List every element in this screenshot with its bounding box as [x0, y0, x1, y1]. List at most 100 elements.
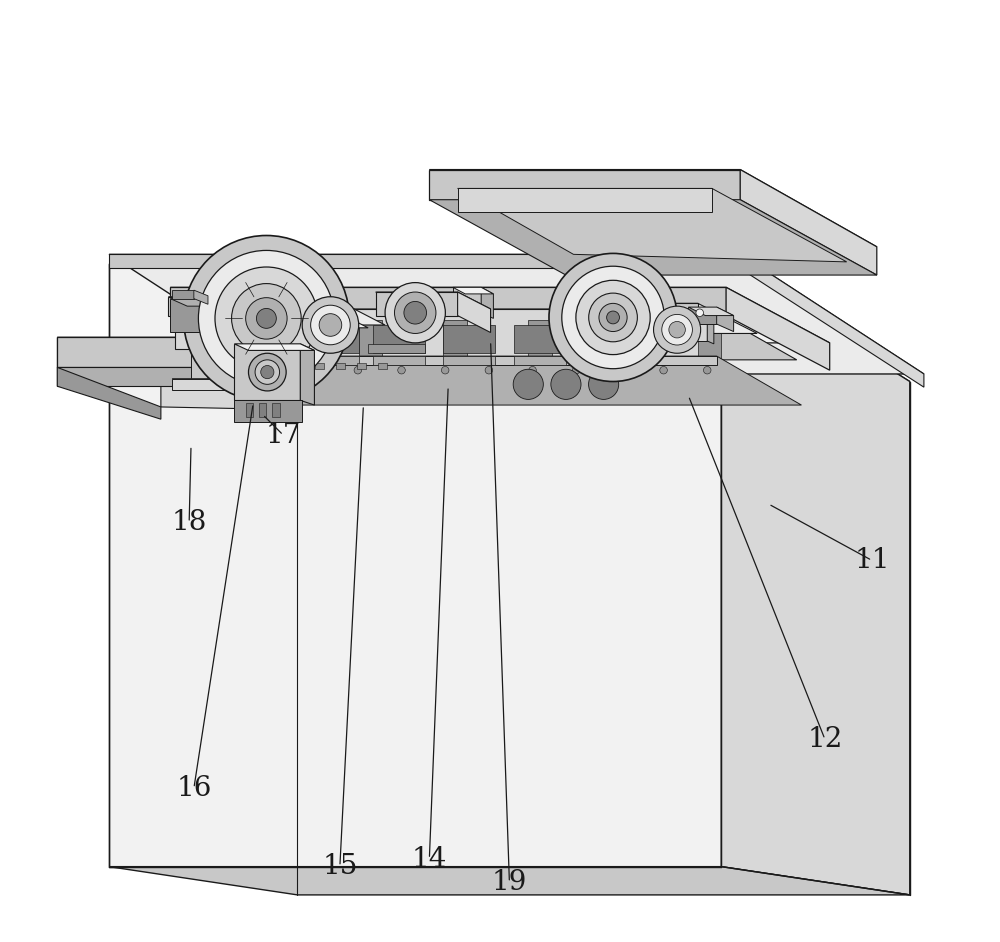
Polygon shape [443, 325, 495, 353]
Circle shape [310, 366, 318, 374]
Polygon shape [259, 403, 266, 417]
Polygon shape [201, 320, 206, 336]
Polygon shape [57, 367, 194, 386]
Polygon shape [698, 320, 721, 365]
Polygon shape [109, 264, 721, 867]
Polygon shape [688, 307, 734, 316]
Polygon shape [109, 264, 910, 382]
Polygon shape [246, 403, 253, 417]
Circle shape [183, 236, 349, 401]
Polygon shape [170, 299, 219, 306]
Circle shape [549, 253, 677, 382]
Polygon shape [273, 363, 283, 369]
Polygon shape [172, 379, 240, 385]
Polygon shape [717, 307, 734, 332]
Polygon shape [368, 344, 425, 353]
Polygon shape [376, 292, 458, 316]
Polygon shape [168, 297, 330, 316]
Polygon shape [376, 292, 491, 309]
Polygon shape [453, 287, 493, 294]
Circle shape [223, 366, 231, 374]
Circle shape [248, 353, 286, 391]
Text: 17: 17 [266, 422, 301, 448]
Circle shape [662, 315, 692, 345]
Polygon shape [191, 339, 208, 382]
Polygon shape [208, 356, 717, 365]
Circle shape [562, 267, 664, 368]
Polygon shape [453, 287, 481, 313]
Polygon shape [357, 363, 366, 369]
Polygon shape [170, 287, 830, 343]
Polygon shape [172, 290, 194, 299]
Text: 12: 12 [807, 726, 843, 753]
Circle shape [215, 267, 318, 370]
Polygon shape [184, 320, 201, 334]
Circle shape [589, 369, 619, 399]
Circle shape [354, 366, 362, 374]
Polygon shape [300, 344, 314, 405]
Circle shape [441, 366, 449, 374]
Circle shape [576, 281, 650, 354]
Polygon shape [613, 320, 637, 365]
Polygon shape [481, 287, 493, 318]
Circle shape [267, 366, 274, 374]
Circle shape [404, 301, 427, 324]
Circle shape [607, 311, 619, 324]
Circle shape [513, 369, 543, 399]
Text: 19: 19 [492, 869, 527, 896]
Circle shape [599, 303, 627, 332]
Polygon shape [373, 325, 425, 353]
Polygon shape [458, 188, 712, 212]
Polygon shape [57, 337, 194, 367]
Circle shape [261, 365, 274, 379]
Polygon shape [248, 332, 259, 381]
Polygon shape [552, 303, 698, 332]
Polygon shape [109, 867, 910, 895]
Circle shape [703, 366, 711, 374]
Polygon shape [170, 287, 726, 316]
Polygon shape [161, 381, 297, 410]
Polygon shape [57, 367, 161, 419]
Polygon shape [514, 356, 566, 365]
Polygon shape [443, 356, 495, 365]
Circle shape [616, 366, 624, 374]
Polygon shape [315, 363, 324, 369]
Polygon shape [236, 309, 707, 365]
Polygon shape [721, 264, 910, 895]
Circle shape [385, 283, 445, 343]
Text: 15: 15 [322, 853, 358, 880]
Polygon shape [109, 254, 924, 374]
Polygon shape [655, 320, 679, 341]
Polygon shape [359, 320, 382, 365]
Polygon shape [740, 254, 924, 387]
Polygon shape [429, 200, 877, 275]
Polygon shape [458, 188, 847, 262]
Circle shape [696, 309, 703, 317]
Polygon shape [230, 320, 234, 336]
Polygon shape [307, 356, 359, 365]
Circle shape [394, 292, 436, 333]
Polygon shape [168, 297, 385, 325]
Polygon shape [109, 254, 740, 268]
Polygon shape [57, 337, 297, 381]
Polygon shape [684, 320, 707, 341]
Polygon shape [252, 363, 262, 369]
Circle shape [551, 369, 581, 399]
Text: 16: 16 [176, 775, 212, 802]
Text: 14: 14 [412, 846, 447, 872]
Polygon shape [514, 325, 566, 353]
Polygon shape [191, 339, 219, 345]
Polygon shape [429, 170, 877, 247]
Polygon shape [679, 320, 686, 344]
Polygon shape [552, 303, 757, 333]
Circle shape [654, 306, 701, 353]
Circle shape [589, 293, 637, 342]
Polygon shape [429, 170, 740, 200]
Polygon shape [208, 356, 801, 405]
Circle shape [319, 314, 342, 336]
Circle shape [311, 305, 350, 345]
Circle shape [485, 366, 493, 374]
Circle shape [669, 321, 685, 338]
Polygon shape [528, 320, 552, 365]
Polygon shape [170, 299, 203, 332]
